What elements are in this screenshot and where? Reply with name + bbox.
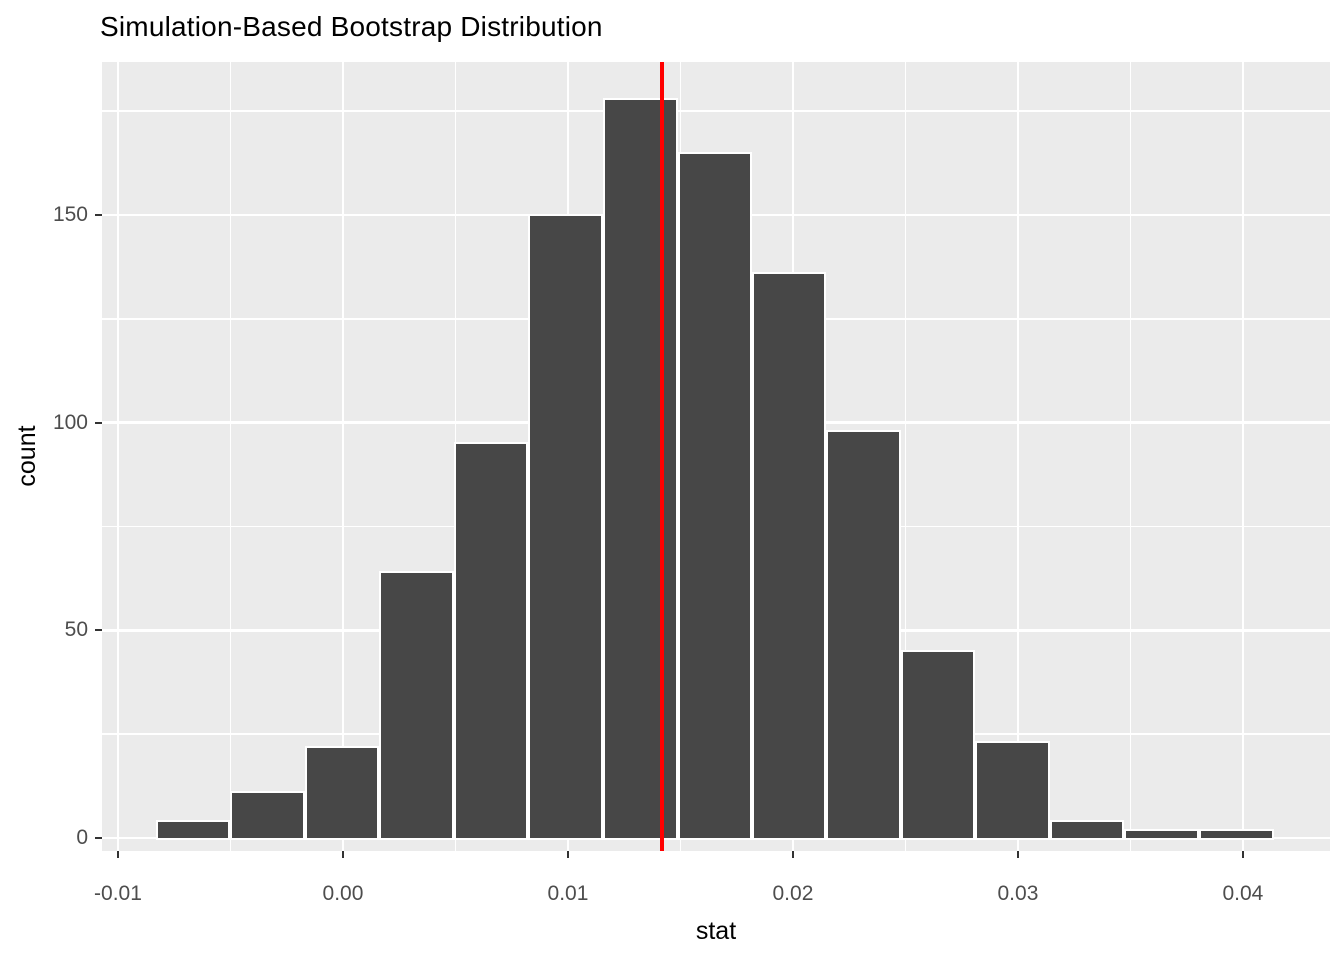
histogram-bar xyxy=(230,791,305,840)
x-major-gridline xyxy=(1016,62,1020,851)
y-tick-mark xyxy=(95,629,102,632)
x-major-gridline xyxy=(116,62,120,851)
x-tick-label: 0.03 xyxy=(997,882,1039,905)
histogram-bar xyxy=(304,745,380,840)
histogram-bar xyxy=(603,97,678,840)
x-minor-gridline xyxy=(1129,62,1132,851)
x-tick-mark xyxy=(1016,851,1019,858)
histogram-bar xyxy=(1199,828,1274,840)
x-tick-label: 0.01 xyxy=(547,882,589,905)
x-tick-mark xyxy=(1241,851,1244,858)
x-major-gridline xyxy=(1241,62,1245,851)
histogram-bar xyxy=(900,650,976,840)
x-axis-title: stat xyxy=(695,917,737,945)
chart-title: Simulation-Based Bootstrap Distribution xyxy=(100,11,603,42)
x-tick-mark xyxy=(791,851,794,858)
y-minor-gridline xyxy=(102,110,1330,112)
histogram-bar xyxy=(155,820,231,840)
x-minor-gridline xyxy=(904,62,907,851)
x-minor-gridline xyxy=(229,62,232,851)
y-tick-mark xyxy=(95,421,102,424)
histogram-bar xyxy=(379,571,454,840)
x-major-gridline xyxy=(341,62,345,851)
y-tick-label: 50 xyxy=(64,618,88,642)
plot-panel xyxy=(102,62,1330,851)
y-tick-label: 100 xyxy=(52,410,88,434)
x-tick-mark xyxy=(566,851,569,858)
x-tick-label: -0.01 xyxy=(94,882,142,905)
y-tick-mark xyxy=(95,837,102,839)
x-tick-label: 0.00 xyxy=(322,882,364,905)
x-tick-label: 0.04 xyxy=(1222,882,1264,905)
histogram-bar xyxy=(677,151,752,840)
histogram-bar xyxy=(826,429,901,840)
observed-stat-line xyxy=(660,62,665,851)
y-tick-label: 0 xyxy=(76,826,88,849)
y-tick-mark xyxy=(95,214,102,216)
x-tick-mark xyxy=(116,851,119,858)
x-tick-label: 0.02 xyxy=(772,882,814,905)
y-axis-title: count xyxy=(13,425,41,487)
y-tick-label: 150 xyxy=(52,203,88,226)
histogram-bar xyxy=(1049,820,1125,840)
histogram-bar xyxy=(751,272,827,840)
histogram-bar xyxy=(528,214,604,840)
x-tick-mark xyxy=(341,851,344,858)
histogram-bar xyxy=(975,741,1050,840)
histogram-bar xyxy=(453,442,529,840)
histogram-bar xyxy=(1124,828,1200,840)
